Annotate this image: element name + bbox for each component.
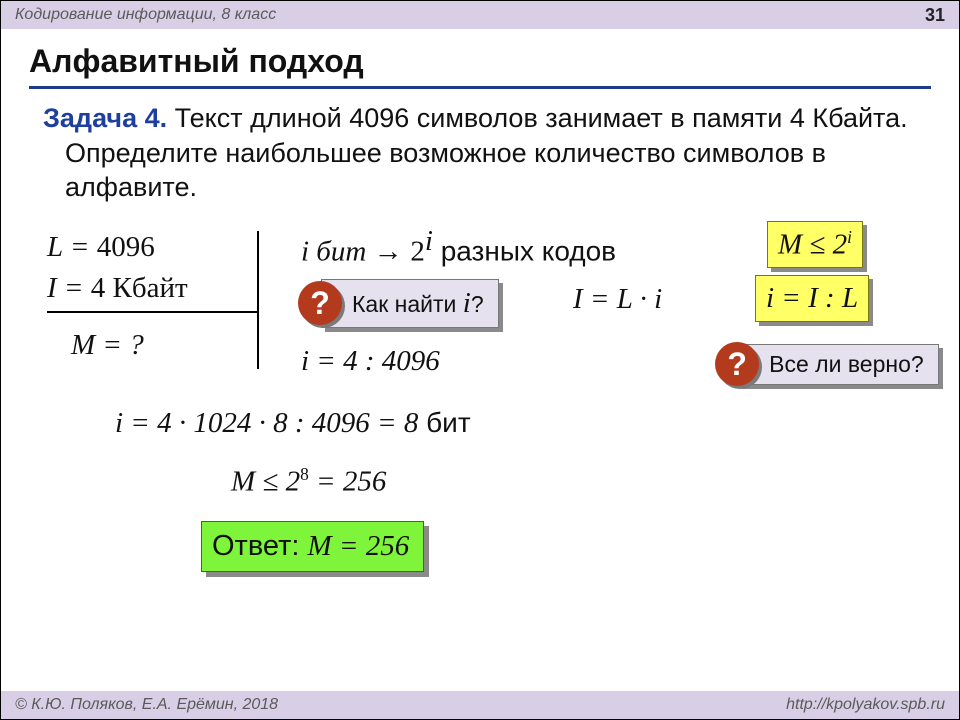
given-line-1: L = 4096 xyxy=(47,229,188,266)
given-question: M = ? xyxy=(71,327,144,364)
hint-all-correct: ? Все ли верно? xyxy=(738,344,939,385)
given-vertical-rule xyxy=(257,231,259,369)
source-url: http://kpolyakov.spb.ru xyxy=(786,696,945,714)
question-icon: ? xyxy=(298,281,342,325)
task-label: Задача 4. xyxy=(43,103,167,133)
chip-i-eq-I-div-L: i = I : L xyxy=(755,275,869,322)
calc-i-4-4096: i = 4 : 4096 xyxy=(301,343,440,380)
given-line-2: I = 4 Кбайт xyxy=(47,270,188,307)
copyright-label: © К.Ю. Поляков, Е.А. Ерёмин, 2018 xyxy=(15,696,278,714)
problem-statement: Задача 4. Текст длиной 4096 символов зан… xyxy=(43,101,923,205)
question-icon: ? xyxy=(715,342,759,386)
chip-m-le-2i: M ≤ 2i xyxy=(767,221,863,269)
math-area: L = 4096 I = 4 Кбайт M = ? i бит → 2i ра… xyxy=(43,219,931,619)
calc-M-256: M ≤ 28 = 256 xyxy=(231,463,386,501)
page-number: 31 xyxy=(925,5,945,26)
given-separator xyxy=(47,311,257,313)
hint-how-find-i: ? Как найти i? xyxy=(321,279,499,328)
given-block: L = 4096 I = 4 Кбайт xyxy=(47,229,204,307)
formula-I-eq-Li: I = L · i xyxy=(573,281,662,318)
course-label: Кодирование информации, 8 класс xyxy=(15,6,276,24)
bits-relation: i бит → 2i разных кодов xyxy=(301,223,616,270)
header-bar: Кодирование информации, 8 класс 31 xyxy=(1,1,959,29)
content-area: Задача 4. Текст длиной 4096 символов зан… xyxy=(1,89,959,619)
title-block: Алфавитный подход xyxy=(1,29,959,89)
page-title: Алфавитный подход xyxy=(29,43,931,80)
footer-bar: © К.Ю. Поляков, Е.А. Ерёмин, 2018 http:/… xyxy=(1,691,959,719)
calc-i-full: i = 4 · 1024 · 8 : 4096 = 8 бит xyxy=(115,405,471,442)
problem-text: Текст длиной 4096 символов занимает в па… xyxy=(65,103,908,202)
answer-chip: Ответ: M = 256 xyxy=(201,521,424,572)
